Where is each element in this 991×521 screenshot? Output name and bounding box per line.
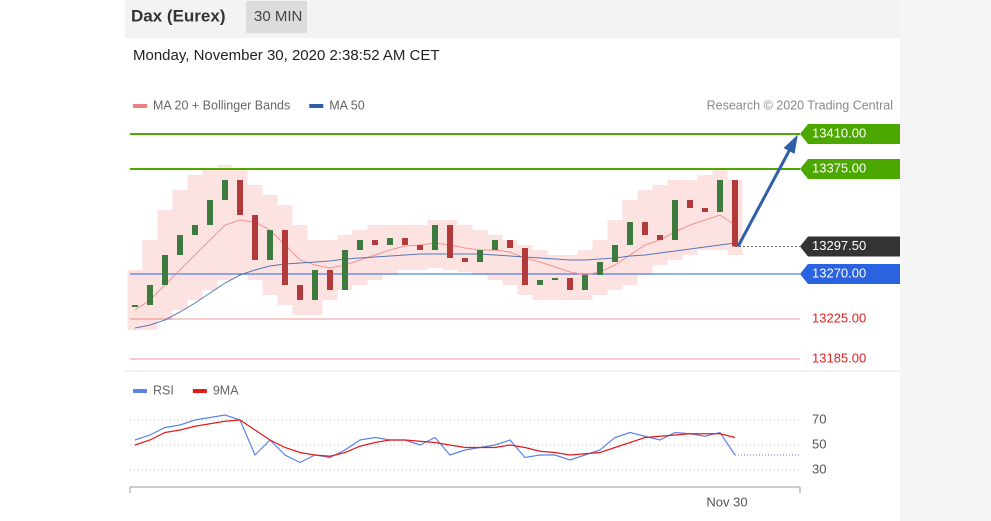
candle xyxy=(342,250,348,290)
candle xyxy=(447,225,453,258)
arrow-head xyxy=(783,134,798,154)
candle xyxy=(477,250,483,262)
candle xyxy=(132,305,138,307)
candle xyxy=(687,200,693,208)
candle xyxy=(492,240,498,250)
candle xyxy=(252,215,258,260)
candle xyxy=(717,180,723,212)
credit: Research © 2020 Trading Central xyxy=(707,98,893,112)
bollinger-band xyxy=(292,225,308,315)
y-tick-label: 30 xyxy=(812,461,826,476)
legend-label: MA 20 + Bollinger Bands xyxy=(153,98,290,112)
level-label: 13185.00 xyxy=(812,350,866,365)
y-tick-label: 70 xyxy=(812,411,826,426)
header-bar xyxy=(125,0,900,38)
candle xyxy=(267,230,273,260)
projection-arrow xyxy=(736,137,798,248)
legend-swatch xyxy=(309,104,324,108)
candle xyxy=(192,225,198,235)
level-label: 13225.00 xyxy=(812,310,866,325)
candle xyxy=(222,180,228,200)
timeframe-box[interactable] xyxy=(246,1,307,33)
candle xyxy=(312,270,318,300)
level-tag xyxy=(800,264,900,284)
bollinger-band xyxy=(532,250,548,300)
candle xyxy=(612,245,618,262)
side-panel xyxy=(900,0,991,521)
candle xyxy=(552,278,558,280)
bollinger-band xyxy=(232,170,248,275)
candle xyxy=(582,275,588,290)
candle xyxy=(522,248,528,285)
candle xyxy=(237,180,243,215)
candle xyxy=(282,230,288,285)
candle xyxy=(462,258,468,262)
x-tick-label: Nov 30 xyxy=(706,494,747,509)
candle xyxy=(162,255,168,285)
bollinger-band xyxy=(187,175,203,300)
candle xyxy=(507,240,513,248)
level-label: 13270.00 xyxy=(812,265,866,280)
timeframe[interactable]: 30 MIN xyxy=(254,8,302,25)
bollinger-band xyxy=(697,175,713,250)
candle xyxy=(177,235,183,255)
candle xyxy=(627,222,633,245)
candle xyxy=(432,225,438,250)
candle xyxy=(402,238,408,245)
bollinger-band xyxy=(487,235,503,280)
legend-swatch xyxy=(133,389,147,393)
bollinger-band xyxy=(217,165,233,280)
series-line xyxy=(134,414,736,464)
level-tag xyxy=(800,159,900,179)
bollinger-band xyxy=(367,225,383,280)
timestamp: Monday, November 30, 2020 2:38:52 AM CET xyxy=(133,47,440,64)
candle xyxy=(207,200,213,225)
bollinger-band xyxy=(202,170,218,290)
level-tag xyxy=(800,124,900,144)
candle xyxy=(327,270,333,290)
legend-label: 9MA xyxy=(213,383,239,397)
legend-label: RSI xyxy=(153,383,174,397)
legend-swatch xyxy=(192,389,207,393)
candle xyxy=(702,208,708,212)
candle xyxy=(597,262,603,275)
legend-label: MA 50 xyxy=(329,98,364,112)
title: Dax (Eurex) xyxy=(131,6,225,25)
level-label: 13297.50 xyxy=(812,238,866,253)
candle xyxy=(357,240,363,250)
bollinger-band xyxy=(397,225,413,270)
candle xyxy=(642,222,648,235)
candle xyxy=(387,238,393,245)
candle xyxy=(372,240,378,245)
y-tick-label: 50 xyxy=(812,436,826,451)
candle xyxy=(417,245,423,250)
level-label: 13375.00 xyxy=(812,160,866,175)
candle xyxy=(537,280,543,285)
candle xyxy=(657,235,663,240)
candle xyxy=(297,285,303,300)
bollinger-band xyxy=(547,255,563,300)
candle xyxy=(147,285,153,305)
candle xyxy=(567,278,573,290)
bollinger-band xyxy=(682,180,698,255)
candle xyxy=(672,200,678,240)
level-label: 13410.00 xyxy=(812,125,866,140)
ma-line xyxy=(134,242,736,329)
candle xyxy=(732,180,738,247)
legend-swatch xyxy=(133,104,147,108)
bollinger-band xyxy=(127,270,143,330)
bollinger-band xyxy=(652,185,668,265)
level-tag xyxy=(800,236,900,257)
series-line xyxy=(134,419,736,457)
bollinger-band xyxy=(562,255,578,300)
